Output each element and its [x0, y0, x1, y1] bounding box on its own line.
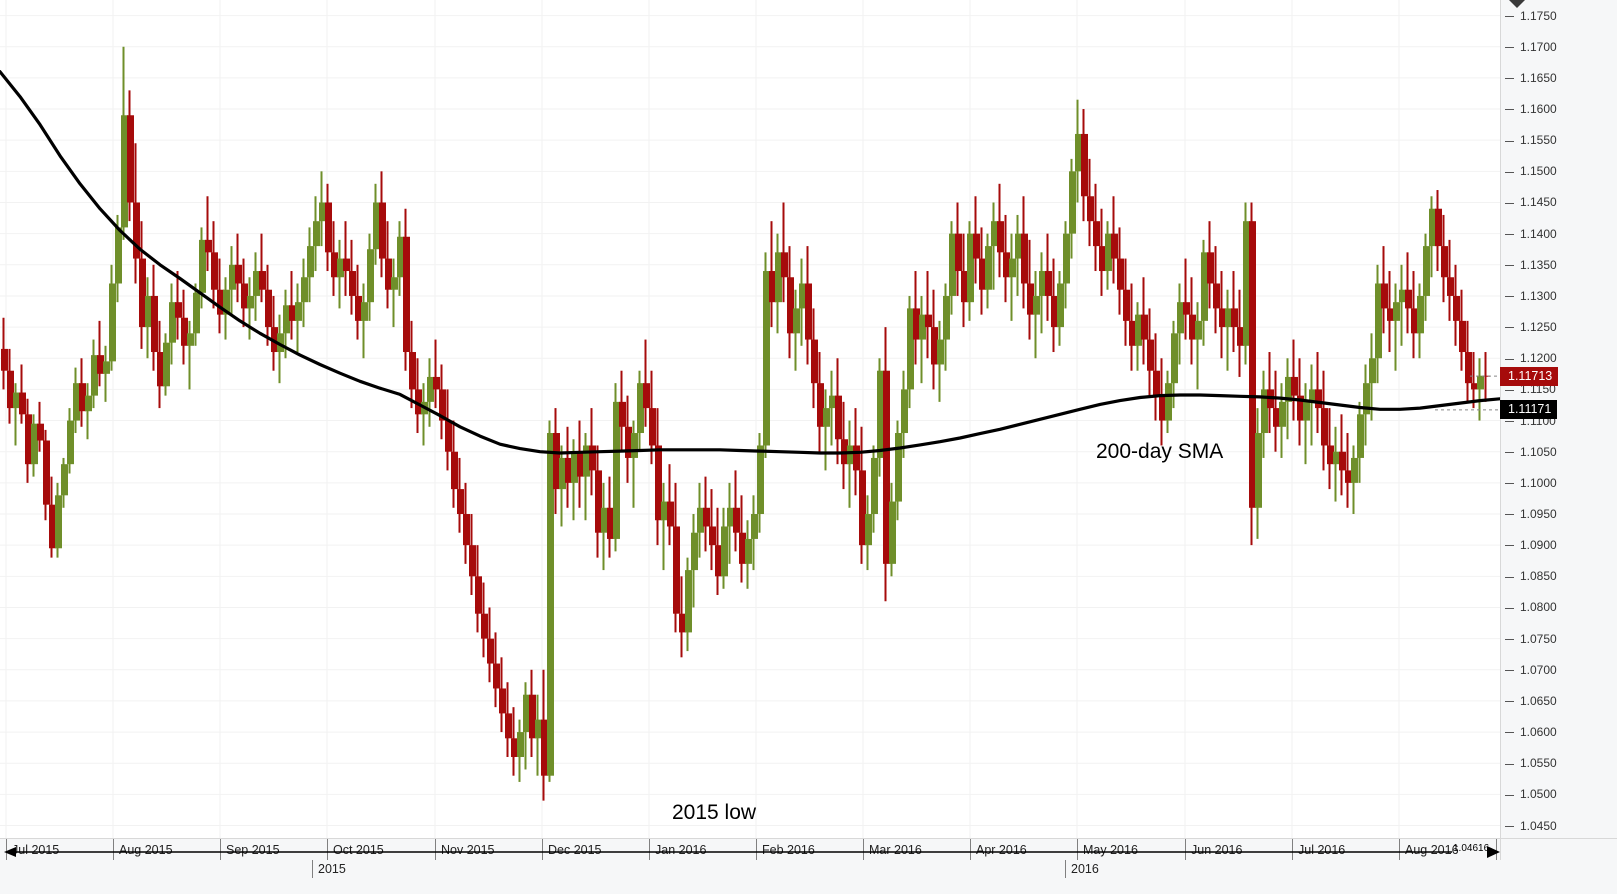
price-axis-tick: 1.0850	[1501, 569, 1557, 583]
date-axis-tick: Jul 2015	[6, 839, 59, 861]
candlestick-series	[1, 46, 1490, 801]
sma-price-tag: 1.11171	[1500, 400, 1558, 420]
annotation-2015-low: 2015 low	[672, 801, 757, 824]
sma-line	[0, 70, 1500, 455]
price-axis-tick: 1.0550	[1501, 756, 1557, 770]
price-axis-tick: 1.0750	[1501, 632, 1557, 646]
price-axis-tick: 1.1350	[1501, 258, 1557, 272]
date-axis-tick: Aug 2015	[113, 839, 173, 861]
date-axis-corner	[1500, 838, 1617, 862]
date-axis-tick: Nov 2015	[435, 839, 495, 861]
price-axis-tick: 1.1500	[1501, 164, 1557, 178]
price-axis-tick: 1.1700	[1501, 40, 1557, 54]
price-axis-tick: 1.1600	[1501, 102, 1557, 116]
date-axis-tick: Sep 2015	[220, 839, 280, 861]
date-axis-tick: Jan 2016	[649, 839, 706, 861]
chart-plot-area[interactable]: 200-day SMA 2015 low	[0, 0, 1500, 838]
price-axis-tick: 1.0600	[1501, 725, 1557, 739]
price-axis-tick: 1.1450	[1501, 195, 1557, 209]
price-axis-tick: 1.1750	[1501, 9, 1557, 23]
annotation-sma-label: 200-day SMA	[1096, 440, 1224, 463]
price-axis-tick: 1.0950	[1501, 507, 1557, 521]
price-axis-tick: 1.1300	[1501, 289, 1557, 303]
price-axis-tick: 1.0700	[1501, 663, 1557, 677]
price-axis-tick: 1.1250	[1501, 320, 1557, 334]
price-leader-lines	[1435, 375, 1500, 411]
year-axis-tick: 2015	[312, 860, 346, 878]
price-axis-tick: 1.1200	[1501, 351, 1557, 365]
price-axis-tick: 1.0900	[1501, 538, 1557, 552]
date-axis-tick: Feb 2016	[756, 839, 815, 861]
date-axis-tick: Oct 2015	[327, 839, 384, 861]
price-axis-tick: 1.1550	[1501, 133, 1557, 147]
last-price-tag: 1.11713	[1500, 366, 1559, 386]
price-axis-tick: 1.1650	[1501, 71, 1557, 85]
price-axis-tick: 1.1150	[1501, 382, 1556, 396]
price-axis-tick: 1.1400	[1501, 227, 1557, 241]
year-axis: 2015 2016	[0, 860, 1617, 894]
date-axis[interactable]: Jul 2015 Aug 2015 Sep 2015 Oct 2015 Nov 2015…	[0, 838, 1500, 862]
date-axis-tick: May 2016	[1077, 839, 1138, 861]
date-axis-tick: Jun 2016	[1185, 839, 1242, 861]
price-axis-tick: 1.0500	[1501, 787, 1557, 801]
price-axis-tick: 1.0800	[1501, 600, 1557, 614]
price-axis-tick: 1.0650	[1501, 694, 1557, 708]
chevron-down-icon[interactable]	[1509, 0, 1525, 8]
chart-canvas	[0, 0, 1500, 838]
year-axis-tick: 2016	[1065, 860, 1099, 878]
price-axis-tick: 1.0450	[1501, 819, 1557, 833]
date-axis-tick: Jul 2016	[1292, 839, 1345, 861]
price-axis-tick: 1.1050	[1501, 445, 1557, 459]
date-axis-tick: Dec 2015	[542, 839, 602, 861]
date-axis-tick: Aug 2016	[1399, 839, 1459, 861]
date-axis-tick: Apr 2016	[970, 839, 1027, 861]
date-axis-tick: Mar 2016	[863, 839, 922, 861]
range-arrow-label: 1.04616	[1453, 843, 1490, 854]
price-axis-tick: 1.1000	[1501, 476, 1557, 490]
